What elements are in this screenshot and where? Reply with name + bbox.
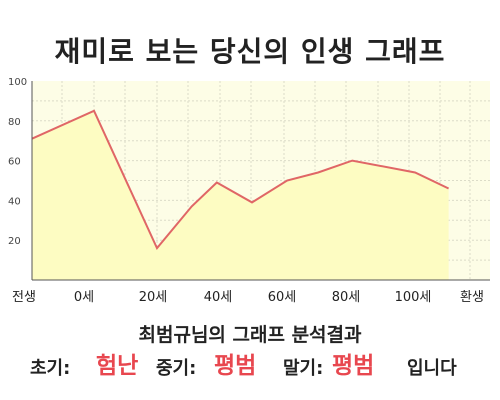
result-heading: 최범규님의 그래프 분석결과 [138, 324, 362, 346]
life-graph-chart: 20 40 60 80 100 전생 0세 20세 40세 60세 80세 100세 환생 [8, 77, 490, 305]
early-label: 초기: [30, 358, 71, 379]
y-tick-label: 100 [8, 77, 27, 88]
early-value: 험난 [96, 353, 139, 379]
middle-value: 평범 [214, 353, 257, 379]
series-line [31, 109, 450, 251]
y-tick-label: 20 [8, 236, 21, 247]
x-axis-ticks: 전생 0세 20세 40세 60세 80세 100세 환생 [12, 290, 484, 305]
chart-title: 재미로 보는 당신의 인생 그래프 [54, 35, 446, 68]
area-fill [32, 110, 449, 280]
x-tick-label: 전생 [12, 290, 36, 305]
y-tick-label: 80 [8, 117, 21, 128]
middle-label: 중기: [156, 358, 197, 379]
result-line: 초기: 험난 중기: 평범 말기: 평범 입니다 [0, 346, 500, 380]
suffix-text: 입니다 [407, 358, 457, 379]
x-tick-label: 환생 [460, 290, 484, 305]
x-tick-label: 40세 [204, 290, 233, 305]
axes [31, 81, 490, 281]
x-tick-label: 60세 [268, 290, 297, 305]
y-tick-label: 40 [8, 196, 21, 207]
y-axis-ticks: 20 40 60 80 100 [8, 77, 27, 247]
late-label: 말기: [283, 358, 324, 379]
y-tick-label: 60 [8, 157, 21, 168]
x-tick-label: 0세 [74, 290, 94, 305]
late-value: 평범 [332, 353, 375, 379]
x-tick-label: 100세 [395, 290, 432, 305]
x-tick-label: 20세 [139, 290, 168, 305]
x-tick-label: 80세 [332, 290, 361, 305]
